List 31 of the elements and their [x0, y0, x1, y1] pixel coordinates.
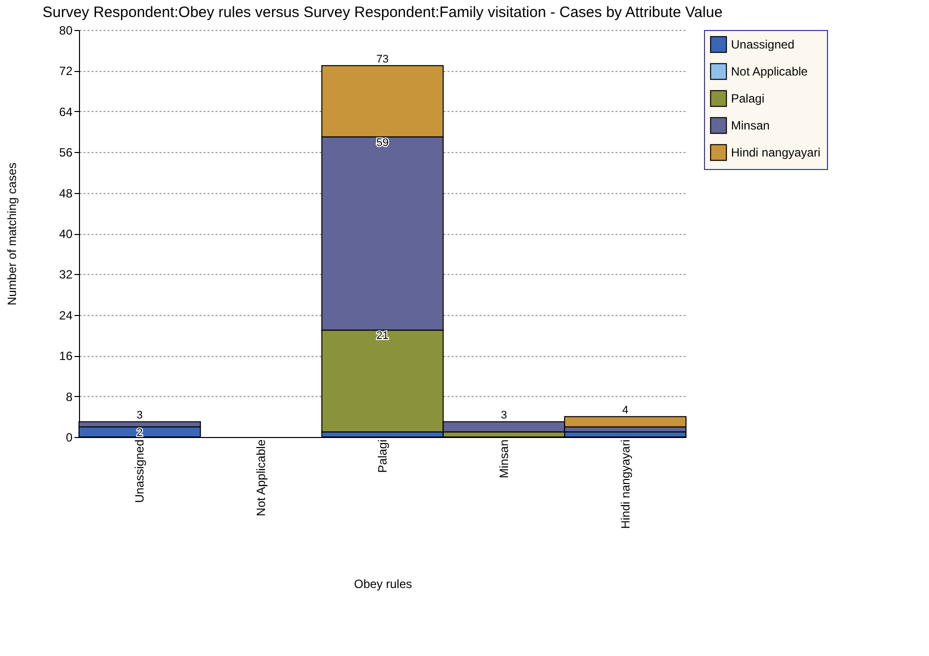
legend-label: Not Applicable — [731, 64, 808, 78]
x-tick-label: Palagi — [376, 440, 390, 473]
legend-label: Minsan — [731, 118, 770, 132]
y-tick-label: 8 — [66, 390, 73, 404]
y-tick-label: 32 — [59, 268, 73, 282]
y-axis-title: Number of matching cases — [5, 162, 20, 306]
legend-label: Unassigned — [731, 38, 794, 52]
y-tick-label: 48 — [59, 186, 73, 200]
annotation: 3 — [500, 410, 507, 422]
annotation: 59 — [376, 136, 389, 149]
x-tick-label: Minsan — [496, 440, 511, 478]
chart-title: Survey Respondent:Obey rules versus Survey Respondent:Family visitation - Cases by Attribute Value — [42, 4, 723, 21]
x-axis-title: Obey rules — [354, 576, 412, 591]
y-tick-label: 0 — [66, 430, 73, 444]
legend-label: Hindi nangyayari — [731, 146, 820, 160]
annotation: 21 — [376, 330, 389, 342]
annotation: 4 — [622, 404, 628, 417]
y-tick-label: 24 — [59, 308, 73, 322]
y-tick-label: 16 — [59, 349, 73, 364]
annotation: 3 — [136, 410, 143, 422]
y-tick-label: 80 — [59, 24, 73, 38]
x-tick-label: Unassigned — [132, 440, 147, 503]
legend-label: Palagi — [731, 92, 764, 106]
y-tick-label: 56 — [59, 146, 73, 160]
y-tick-label: 72 — [59, 64, 73, 78]
x-tick-label: Not Applicable — [254, 439, 268, 516]
x-tick-label: Hindi nangyayari — [618, 440, 632, 529]
y-tick-label: 64 — [59, 104, 73, 119]
annotation: 73 — [376, 54, 389, 66]
annotation: 2 — [136, 426, 143, 439]
y-tick-label: 40 — [59, 227, 73, 241]
